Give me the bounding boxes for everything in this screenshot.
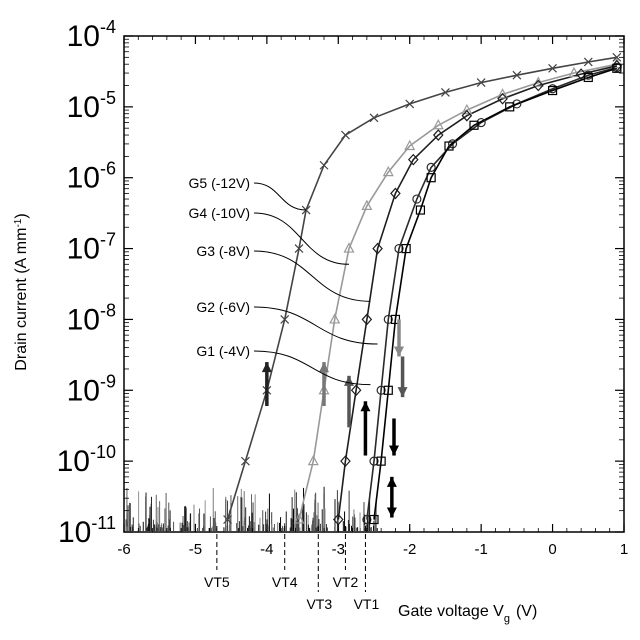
x-tick-label: -1	[474, 541, 487, 558]
x-tick-label: -6	[117, 541, 130, 558]
x-tick-label: -3	[332, 541, 345, 558]
series-label: G4 (-10V)	[189, 205, 250, 221]
series-labels: G5 (-12V) G4 (-10V) G3 (-8V) G2 (-6V) G1 (-4…	[189, 175, 378, 385]
transfer-characteristics-chart: G5 (-12V) G4 (-10V) G3 (-8V) G2 (-6V) G1 (-4…	[0, 0, 640, 640]
arrow-head	[387, 508, 397, 518]
x-tick-label: 0	[548, 541, 556, 558]
y-tick-label: 10-11	[58, 513, 116, 549]
series-lines	[228, 57, 617, 519]
series-line	[374, 68, 617, 519]
arrow-head	[387, 477, 397, 487]
y-tick-label: 10-7	[67, 230, 116, 266]
threshold-label: VT4	[272, 574, 298, 590]
threshold-label: VT3	[306, 596, 332, 612]
series-line	[367, 67, 617, 519]
series-label: G3 (-8V)	[196, 243, 250, 259]
threshold-label: VT2	[333, 574, 359, 590]
arrow-head	[394, 346, 404, 356]
y-axis-title: Drain current (A mm-1)	[13, 213, 31, 370]
x-tick-label: -4	[260, 541, 273, 558]
label-leader-line	[254, 183, 306, 210]
x-tick-label: 1	[620, 541, 628, 558]
x-axis-title: Gate voltage Vg(V)	[398, 603, 537, 625]
series-line	[338, 66, 617, 520]
label-leader-line	[254, 307, 378, 344]
y-tick-label: 10-10	[57, 442, 116, 478]
series-line	[228, 57, 617, 519]
label-leader-line	[254, 251, 370, 301]
series-label: G2 (-6V)	[196, 299, 250, 315]
axis-ticks: -6 -5 -4 -3 -2 -1 0 1 10-11 10-10 10-9 10-8 10-7 10-6…	[57, 17, 629, 558]
data-point	[341, 131, 349, 139]
data-point	[406, 100, 414, 108]
data-point	[320, 161, 328, 169]
series-label: G1 (-4V)	[196, 343, 250, 359]
y-tick-label: 10-4	[67, 17, 116, 53]
threshold-label: VT1	[354, 596, 380, 612]
data-point	[370, 114, 378, 122]
arrow-head	[389, 446, 399, 456]
label-leader-line	[254, 213, 349, 264]
arrow-head	[398, 387, 408, 397]
series-markers	[224, 53, 622, 524]
x-tick-label: -5	[189, 541, 202, 558]
y-tick-label: 10-6	[67, 159, 116, 195]
y-tick-label: 10-5	[67, 88, 116, 124]
threshold-voltage-markers: VT5 VT4 VT3VT2 VT1	[204, 526, 379, 612]
arrow-head	[262, 362, 272, 372]
arrow-head	[344, 376, 354, 386]
threshold-label: VT5	[204, 574, 230, 590]
y-tick-label: 10-8	[67, 300, 116, 336]
label-leader-line	[254, 351, 370, 385]
y-tick-label: 10-9	[67, 371, 116, 407]
series-label: G5 (-12V)	[189, 175, 250, 191]
x-tick-label: -2	[403, 541, 416, 558]
arrow-head	[360, 401, 370, 411]
